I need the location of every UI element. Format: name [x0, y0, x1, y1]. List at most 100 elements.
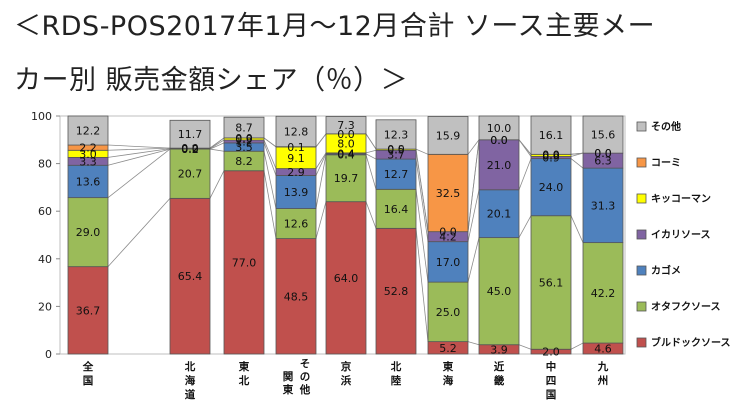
- legend-swatch: [636, 229, 647, 240]
- legend-entry: オタフクソース: [651, 301, 721, 313]
- category-label: 北: [391, 360, 402, 373]
- data-label: 0.0: [490, 134, 508, 147]
- data-label: 0.0: [490, 134, 508, 147]
- data-label: 0.9: [542, 149, 560, 162]
- data-label: 3.9: [490, 343, 508, 356]
- category-label: 道: [185, 388, 196, 401]
- bar-segment: [325, 154, 367, 203]
- category-label: 京: [341, 360, 352, 373]
- data-label: 0.0: [337, 128, 355, 141]
- connector-line: [570, 342, 584, 350]
- data-label: 0.0: [387, 143, 405, 156]
- data-label: 36.7: [76, 304, 101, 317]
- data-label: 20.1: [487, 208, 512, 221]
- connector-line: [263, 142, 277, 176]
- data-label: 21.0: [487, 159, 512, 172]
- connector-line: [107, 198, 171, 267]
- bar-segment: [275, 175, 317, 209]
- data-label: 0.9: [542, 152, 560, 165]
- category-label: 東: [283, 383, 294, 396]
- connector-line: [415, 228, 429, 342]
- connector-line: [107, 148, 171, 198]
- data-label: 0.0: [235, 132, 253, 145]
- connector-line: [263, 151, 277, 209]
- bar-segment: [223, 170, 265, 355]
- data-label: 0.0: [594, 147, 612, 160]
- connector-line: [209, 142, 225, 150]
- connector-line: [365, 153, 377, 160]
- bar-segment: [427, 116, 469, 155]
- bar-segment: [169, 119, 211, 149]
- y-tick-label: 100: [31, 110, 52, 123]
- connector-line: [315, 152, 327, 169]
- connector-line: [365, 133, 377, 150]
- connector-line: [415, 159, 429, 242]
- connector-line: [518, 215, 532, 238]
- connector-line: [467, 341, 480, 346]
- data-label: 15.6: [591, 129, 616, 142]
- legend-swatch: [636, 265, 647, 276]
- bar-segment: [427, 281, 469, 343]
- data-label: 4.2: [439, 231, 457, 244]
- data-label: 25.0: [436, 306, 461, 319]
- data-label: 0.9: [235, 133, 253, 146]
- bar-segment: [223, 116, 265, 139]
- bar-segment: [169, 197, 211, 355]
- bar-segment: [582, 242, 624, 344]
- data-label: 9.1: [287, 152, 305, 165]
- data-label: 8.7: [235, 122, 253, 135]
- legend-entry: カゴメ: [651, 264, 681, 277]
- data-label: 3.5: [235, 141, 253, 154]
- bar-segment: [67, 164, 109, 199]
- category-label: 国: [546, 389, 557, 401]
- data-label: 12.7: [384, 168, 409, 181]
- data-label: 2.0: [542, 346, 560, 359]
- data-label: 12.3: [384, 128, 409, 141]
- data-label: 8.0: [337, 137, 355, 150]
- category-label: 関: [283, 371, 294, 383]
- bar-stack-group: [67, 115, 624, 355]
- category-label: 他: [299, 383, 311, 396]
- chart-title-line-1: ＜RDS-POS2017年1月〜12月合計 ソース主要メー: [14, 11, 656, 42]
- bar-segment: [478, 189, 520, 239]
- data-label: 4.6: [594, 343, 612, 356]
- connector-line: [570, 158, 584, 169]
- bar-segment: [530, 215, 572, 350]
- data-label: 42.2: [591, 287, 616, 300]
- data-label: 3.7: [387, 149, 405, 162]
- category-label: 北: [239, 374, 250, 387]
- bar-segment: [67, 266, 109, 355]
- connector-line: [467, 237, 480, 283]
- connector-line: [415, 148, 429, 155]
- chart-title-line-2: カー別 販売金額シェア（％）＞: [14, 65, 409, 96]
- data-label: 5.2: [439, 342, 457, 355]
- data-label: 11.7: [178, 128, 203, 141]
- bar-segment: [427, 153, 469, 233]
- connector-line: [107, 148, 171, 158]
- data-label: 0.0: [542, 148, 560, 161]
- connector-line: [107, 148, 171, 166]
- data-label: 8.2: [235, 155, 253, 168]
- connector-line: [263, 170, 277, 239]
- data-label: 16.4: [384, 203, 409, 216]
- legend-swatch: [636, 121, 647, 132]
- data-label: 0.5: [387, 144, 405, 157]
- data-label: 0.2: [181, 143, 199, 156]
- data-label: 29.0: [76, 226, 101, 239]
- bar-segment: [478, 139, 520, 191]
- data-label: 56.1: [539, 276, 564, 289]
- data-label: 45.0: [487, 285, 512, 298]
- connector-line: [209, 139, 225, 149]
- legend-swatch: [636, 157, 647, 168]
- bar-segment: [478, 115, 520, 141]
- data-label: 48.5: [284, 290, 309, 303]
- category-label: 北: [185, 360, 196, 373]
- category-label: そ: [300, 358, 311, 370]
- data-label: 13.6: [76, 175, 101, 188]
- category-label: 東: [239, 360, 250, 373]
- data-label: 3.3: [79, 155, 97, 168]
- data-label: 32.5: [436, 187, 461, 200]
- data-label: 0.2: [181, 142, 199, 155]
- legend-swatch: [636, 337, 647, 348]
- data-label: 0.1: [287, 141, 305, 154]
